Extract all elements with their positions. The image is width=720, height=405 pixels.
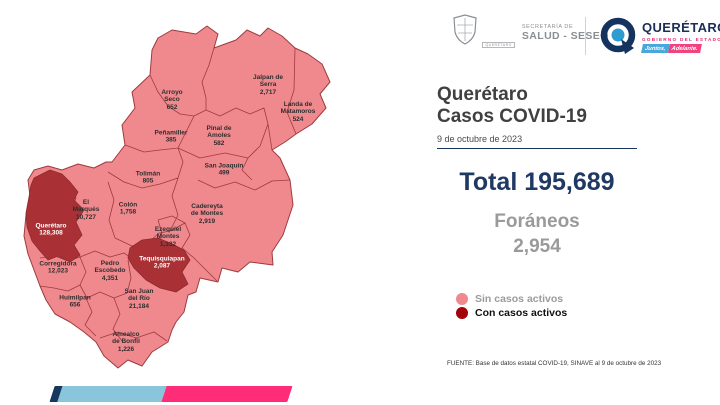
q-mark-icon <box>600 17 636 54</box>
logo-divider <box>585 17 586 55</box>
state-outline-shape <box>23 25 331 369</box>
seseq-line2: SALUD - SESEQ <box>521 29 609 42</box>
seseq-text: SECRETARÍA DE SALUD - SESEQ <box>522 24 609 42</box>
bar-segment-pink <box>161 386 293 402</box>
foraneos-block: Foráneos 2,954 <box>432 210 642 259</box>
source-note: FUENTE: Base de datos estatal COVID-19, … <box>447 360 662 367</box>
map-legend: Sin casos activos Con casos activos <box>456 292 567 320</box>
map-label-pedro-escobedo: Pedro Escobedo 4,351 <box>94 260 126 282</box>
map-label-el-marques: El Marqués 10,727 <box>72 199 100 221</box>
map-label-amealco-de-bonfil: Amealco de Bonfil 1,226 <box>112 331 140 353</box>
qro-logo-badge: Juntos, Adelante. <box>641 44 702 53</box>
map-label-pinal-de-amoles: Pinal de Amoles 582 <box>206 125 232 147</box>
map-label-queretaro: Querétaro 128,308 <box>35 222 67 237</box>
crest-icon <box>453 14 477 45</box>
crest-caption: QUERÉTARO <box>482 42 515 48</box>
map-label-arroyo-seco: Arroyo Seco 652 <box>161 89 183 111</box>
foraneos-label: Foráneos <box>494 211 580 232</box>
foraneos-value: 2,954 <box>513 235 561 257</box>
page-title: Querétaro Casos COVID-19 <box>437 84 587 128</box>
map-label-colon: Colón 1,758 <box>118 201 138 216</box>
map-label-cadereyta-de-montes: Cadereyta de Montes 2,919 <box>190 203 224 225</box>
map-label-corregidora: Corregidora 12,023 <box>39 260 77 275</box>
queretaro-state-map <box>23 25 331 369</box>
tequisquiapan-active-region <box>127 237 191 293</box>
legend-row-con-casos: Con casos activos <box>456 306 567 320</box>
title-line1: Querétaro <box>437 84 528 105</box>
badge-adelante: Adelante. <box>667 44 702 53</box>
seseq-crest: QUERÉTARO <box>452 14 515 51</box>
map-label-penamiller: Peñamiller 385 <box>154 129 188 144</box>
map-label-jalpan-de-serra: Jalpan de Serra 2,717 <box>253 74 283 96</box>
badge-juntos: Juntos, <box>641 44 670 53</box>
seseq-logo: QUERÉTARO SECRETARÍA DE SALUD - SESEQ <box>452 14 609 51</box>
qro-logo-subtitle: GOBIERNO DEL ESTADO <box>642 36 720 42</box>
map-label-toliman: Tolimán 805 <box>135 170 161 185</box>
map-label-landa-de-matamoros: Landa de Matamoros 524 <box>280 101 316 123</box>
qro-logo-name: QUERÉTARO <box>642 20 720 35</box>
title-line2: Casos COVID-19 <box>437 106 587 128</box>
map-label-san-juan-del-rio: San Juan del Río 21,184 <box>124 288 154 310</box>
map-label-ezequiel-montes: Ezequiel Montes 1,332 <box>154 226 182 248</box>
legend-dot-sin-casos <box>456 293 468 305</box>
bar-segment-blue <box>57 386 167 402</box>
seseq-line1: SECRETARÍA DE <box>521 23 574 30</box>
legend-label-sin-casos: Sin casos activos <box>475 293 564 305</box>
map-label-tequisquiapan: Tequisquiapan 2,087 <box>139 255 185 270</box>
qro-logo-text: QUERÉTARO GOBIERNO DEL ESTADO Juntos, Ad… <box>641 20 720 53</box>
legend-row-sin-casos: Sin casos activos <box>456 292 567 306</box>
legend-label-con-casos: Con casos activos <box>475 307 568 319</box>
queretaro-active-region <box>25 169 85 263</box>
decorative-bottom-bar <box>49 386 293 402</box>
total-cases: Total 195,689 <box>459 168 615 196</box>
report-date: 9 de octubre de 2023 <box>437 134 637 149</box>
map-label-huimilpan: Huimilpan 656 <box>59 294 91 309</box>
queretaro-gobierno-logo: QUERÉTARO GOBIERNO DEL ESTADO Juntos, Ad… <box>599 17 720 55</box>
map-label-san-joaquin: San Joaquín 499 <box>204 162 244 177</box>
legend-dot-con-casos <box>456 307 468 319</box>
